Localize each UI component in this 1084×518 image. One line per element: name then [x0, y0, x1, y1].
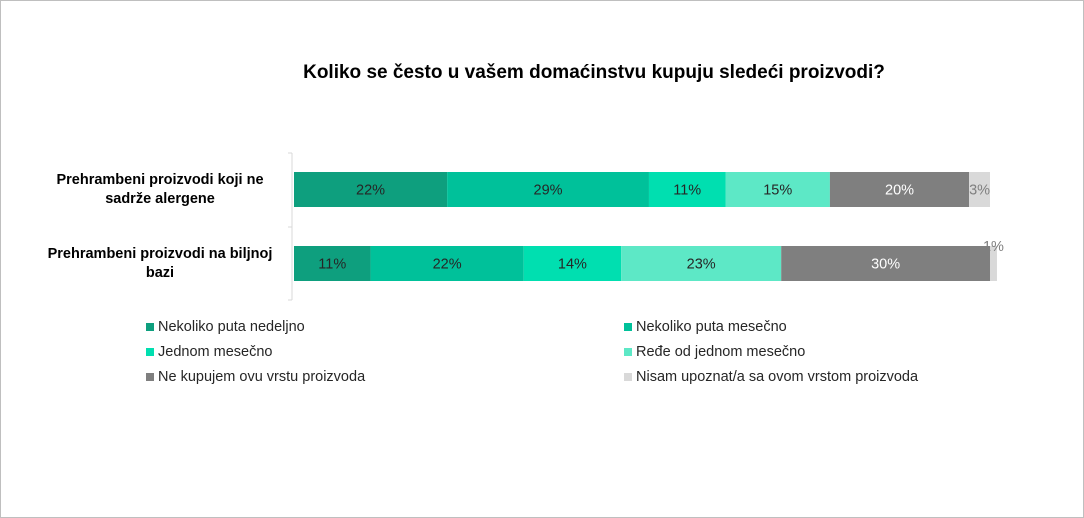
legend-swatch [624, 323, 632, 331]
legend-swatch [146, 373, 154, 381]
legend-label: Nekoliko puta nedeljno [158, 319, 305, 335]
legend-swatch [624, 373, 632, 381]
legend-label: Ne kupujem ovu vrstu proizvoda [158, 369, 366, 385]
legend-swatch [146, 323, 154, 331]
category-label-allergen-free: Prehrambeni proizvodi koji ne sadrže ale… [56, 172, 264, 207]
legend-item: Jednom mesečno [146, 344, 272, 360]
legend-item: Ne kupujem ovu vrstu proizvoda [146, 369, 365, 385]
chart-title: Koliko se često u vašem domaćinstvu kupu… [303, 62, 885, 83]
legend-label: Jednom mesečno [158, 344, 273, 360]
legend-item: Nekoliko puta nedeljno [146, 319, 305, 335]
legend-item: Nekoliko puta mesečno [624, 319, 787, 335]
legend-swatch [146, 348, 154, 356]
legend-label: Ređe od jednom mesečno [636, 344, 806, 360]
legend-label: Nisam upoznat/a sa ovom vrstom proizvoda [636, 369, 919, 385]
legend-item: Ređe od jednom mesečno [624, 344, 805, 360]
legend-swatch [624, 348, 632, 356]
legend-item: Nisam upoznat/a sa ovom vrstom proizvoda [624, 369, 918, 385]
legend-label: Nekoliko puta mesečno [636, 319, 787, 335]
category-label-plant-based: Prehrambeni proizvodi na biljnoj bazi [47, 246, 273, 281]
